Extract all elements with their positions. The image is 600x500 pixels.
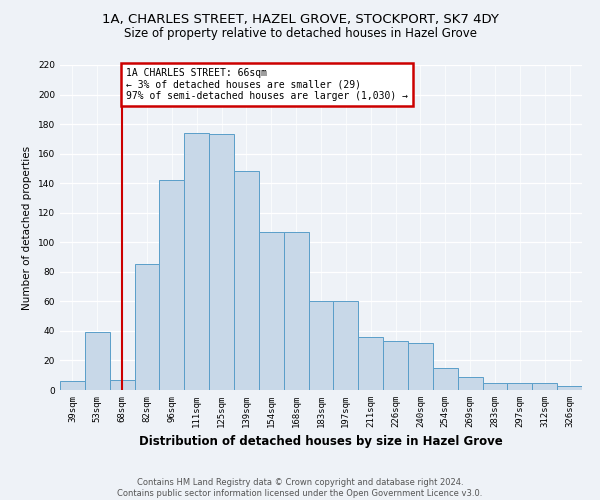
Bar [458, 376, 482, 390]
X-axis label: Distribution of detached houses by size in Hazel Grove: Distribution of detached houses by size … [139, 436, 503, 448]
Bar [60, 381, 85, 390]
Bar [383, 341, 408, 390]
Bar [433, 368, 458, 390]
Bar [557, 386, 582, 390]
Text: 1A CHARLES STREET: 66sqm
← 3% of detached houses are smaller (29)
97% of semi-de: 1A CHARLES STREET: 66sqm ← 3% of detache… [126, 68, 408, 101]
Bar [532, 382, 557, 390]
Bar [358, 337, 383, 390]
Text: Contains HM Land Registry data © Crown copyright and database right 2024.
Contai: Contains HM Land Registry data © Crown c… [118, 478, 482, 498]
Bar [110, 380, 134, 390]
Text: 1A, CHARLES STREET, HAZEL GROVE, STOCKPORT, SK7 4DY: 1A, CHARLES STREET, HAZEL GROVE, STOCKPO… [101, 12, 499, 26]
Bar [184, 133, 209, 390]
Bar [334, 302, 358, 390]
Bar [234, 172, 259, 390]
Bar [85, 332, 110, 390]
Bar [508, 382, 532, 390]
Bar [482, 382, 508, 390]
Bar [134, 264, 160, 390]
Text: Size of property relative to detached houses in Hazel Grove: Size of property relative to detached ho… [124, 28, 476, 40]
Bar [308, 302, 334, 390]
Bar [259, 232, 284, 390]
Bar [209, 134, 234, 390]
Bar [160, 180, 184, 390]
Bar [408, 342, 433, 390]
Bar [284, 232, 308, 390]
Y-axis label: Number of detached properties: Number of detached properties [22, 146, 32, 310]
